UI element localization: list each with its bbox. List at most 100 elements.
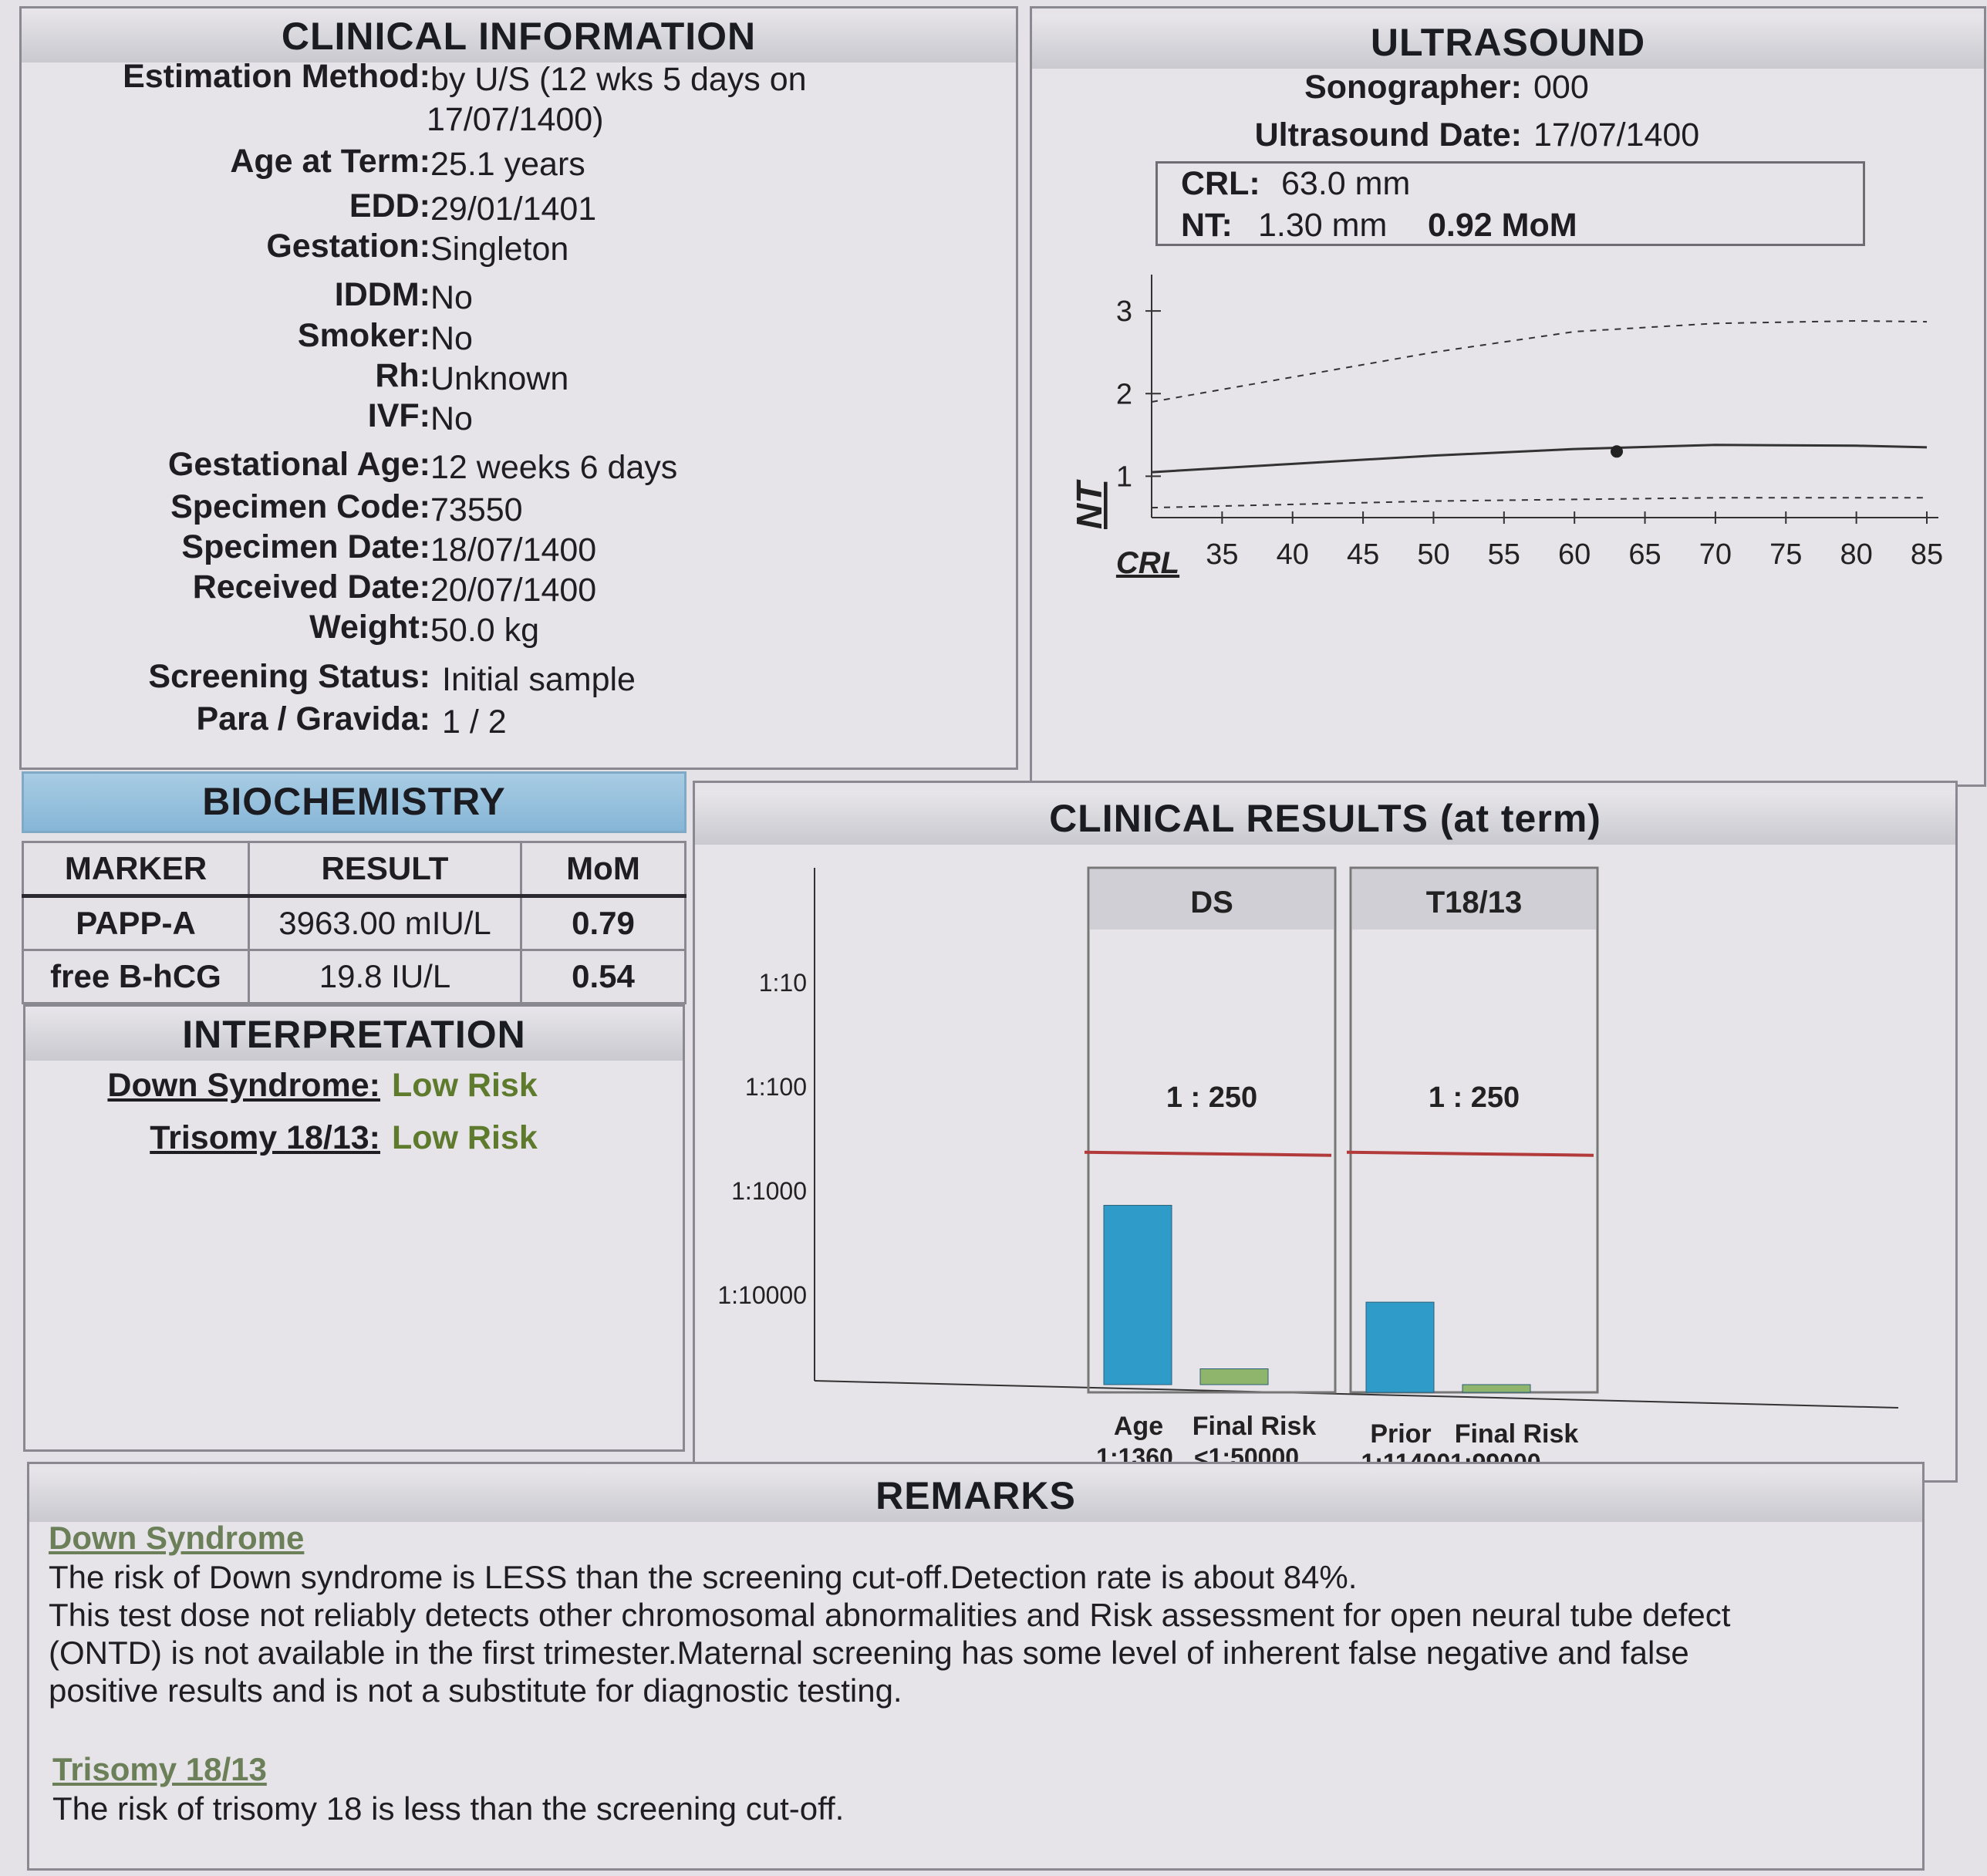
clinical-field-value-cont: 17/07/1400)	[427, 101, 604, 138]
sonographer-label: Sonographer:	[1304, 69, 1522, 106]
x-tick-label: 35	[1206, 538, 1238, 571]
header-mom: MoM	[520, 841, 687, 897]
result-free-bhcg: 19.8 IU/L	[248, 949, 522, 1004]
risk-bar-label: Age	[1114, 1412, 1163, 1441]
clinical-field-value: by U/S (12 wks 5 days on	[430, 61, 807, 98]
remarks-trisomy-line-1: The risk of trisomy 18 is less than the …	[52, 1790, 845, 1827]
nt-measured-point	[1611, 445, 1623, 458]
clinical-results-title: CLINICAL RESULTS (at term)	[695, 791, 1955, 845]
interp-ds-value: Low Risk	[392, 1067, 538, 1104]
risk-chart: 1:10 1:100 1:1000 1:10000 DS 1 : 250 Age Final …	[717, 866, 1899, 1476]
risk-bar-label: Final Risk	[1193, 1412, 1317, 1441]
x-tick-label: 70	[1699, 538, 1732, 571]
interp-ds-label: Down Syndrome:	[107, 1067, 380, 1104]
clinical-field-label: EDD:	[349, 187, 430, 224]
result-papp-a: 3963.00 mIU/L	[248, 895, 522, 951]
x-tick-label: 50	[1417, 538, 1449, 571]
clinical-field-value: 18/07/1400	[430, 531, 597, 569]
marker-papp-a: PAPP-A	[22, 895, 250, 951]
x-tick-label: 40	[1277, 538, 1309, 571]
risk-bar-label: Prior	[1370, 1419, 1431, 1449]
risk-bar	[1199, 1368, 1269, 1385]
ultrasound-date-label: Ultrasound Date:	[1254, 116, 1522, 154]
clinical-field-label: Screening Status:	[148, 658, 430, 695]
nt-mom-value: 0.92 MoM	[1428, 207, 1577, 244]
marker-free-bhcg: free B-hCG	[22, 949, 250, 1004]
risk-bar	[1103, 1205, 1172, 1385]
clinical-field-value: 20/07/1400	[430, 572, 597, 609]
clinical-field-value: 73550	[430, 491, 523, 528]
nt-series-line	[1151, 497, 1927, 509]
risk-y-tick-label: 1:10	[759, 969, 807, 997]
crl-axis-label: CRL	[1116, 546, 1179, 580]
clinical-field-label: Gestation:	[266, 228, 430, 265]
biochemistry-title: BIOCHEMISTRY	[22, 771, 687, 833]
clinical-field-label: Specimen Date:	[181, 528, 430, 565]
clinical-field-value: 25.1 years	[430, 146, 585, 183]
clinical-field-value: 29/01/1401	[430, 191, 597, 228]
mom-papp-a: 0.79	[520, 895, 687, 951]
clinical-field-value: Singleton	[430, 231, 569, 268]
interpretation-panel: INTERPRETATION Down Syndrome: Low Risk T…	[23, 1004, 685, 1452]
y-tick-label: 3	[1116, 295, 1132, 328]
clinical-field-value: No	[430, 400, 473, 437]
x-tick-label: 85	[1911, 538, 1943, 571]
table-row: PAPP-A 3963.00 mIU/L 0.79	[22, 895, 687, 951]
header-marker: MARKER	[22, 841, 250, 897]
header-result: RESULT	[248, 841, 522, 897]
measurement-box: CRL: 63.0 mm NT: 1.30 mm 0.92 MoM	[1155, 161, 1865, 246]
interpretation-title: INTERPRETATION	[25, 1007, 683, 1061]
biochemistry-table: MARKER RESULT MoM PAPP-A 3963.00 mIU/L 0…	[22, 841, 687, 1004]
biochemistry-panel: BIOCHEMISTRY MARKER RESULT MoM PAPP-A 39…	[22, 771, 687, 1004]
risk-y-tick-label: 1:100	[745, 1073, 807, 1101]
risk-bar	[1462, 1384, 1531, 1393]
risk-bar-label: Final Risk	[1455, 1419, 1579, 1449]
nt-axis-label: NT	[1069, 479, 1109, 529]
clinical-field-value: 50.0 kg	[430, 612, 540, 649]
clinical-field-value: Unknown	[430, 360, 569, 397]
crl-value: 63.0 mm	[1281, 165, 1411, 202]
y-tick-label: 2	[1116, 378, 1132, 410]
clinical-field-label: Gestational Age:	[167, 446, 430, 483]
x-tick-label: 65	[1628, 538, 1661, 571]
risk-y-tick-label: 1:1000	[731, 1177, 807, 1205]
remarks-ds-line-4: positive results and is not a substitute…	[49, 1672, 902, 1709]
remarks-ds-line-3: (ONTD) is not available in the first tri…	[49, 1635, 1689, 1671]
remarks-trisomy-heading: Trisomy 18/13	[52, 1751, 267, 1787]
crl-label: CRL:	[1181, 165, 1260, 202]
clinical-field-value: Initial sample	[442, 661, 636, 698]
remarks-ds-line-2: This test dose not reliably detects othe…	[49, 1597, 1731, 1633]
table-row: free B-hCG 19.8 IU/L 0.54	[22, 949, 687, 1004]
nt-series-line	[1151, 444, 1928, 474]
clinical-field-label: Para / Gravida:	[196, 700, 430, 737]
mom-free-bhcg: 0.54	[520, 949, 687, 1004]
x-tick-label: 60	[1558, 538, 1591, 571]
clinical-info-title: CLINICAL INFORMATION	[22, 8, 1016, 62]
risk-cutoff-label: 1 : 250	[1166, 1081, 1257, 1114]
clinical-field-value: No	[430, 279, 473, 316]
clinical-field-label: IDDM:	[334, 276, 430, 313]
clinical-field-label: Age at Term:	[230, 143, 430, 180]
risk-y-tick-label: 1:10000	[717, 1281, 807, 1309]
risk-bar	[1365, 1301, 1435, 1393]
remarks-ds-line-1: The risk of Down syndrome is LESS than t…	[49, 1559, 1358, 1595]
clinical-field-value: No	[430, 320, 473, 357]
biochemistry-header-row: MARKER RESULT MoM	[22, 841, 687, 897]
remarks-title: REMARKS	[29, 1468, 1922, 1522]
risk-cutoff-label: 1 : 250	[1429, 1081, 1520, 1114]
nt-label: NT:	[1181, 207, 1233, 244]
clinical-field-label: Specimen Code:	[170, 488, 430, 525]
clinical-field-label: Weight:	[309, 609, 430, 646]
x-tick-label: 45	[1347, 538, 1379, 571]
x-tick-label: 80	[1840, 538, 1872, 571]
clinical-field-label: Received Date:	[192, 569, 430, 606]
ultrasound-title: ULTRASOUND	[1032, 15, 1984, 69]
ultrasound-date-value: 17/07/1400	[1533, 116, 1700, 154]
nt-value: 1.30 mm	[1258, 207, 1388, 244]
nt-series-line	[1151, 319, 1928, 403]
clinical-info-panel: CLINICAL INFORMATION Estimation Method: b…	[19, 6, 1018, 770]
risk-x-axis	[814, 1380, 1899, 1409]
ultrasound-panel: ULTRASOUND Sonographer: 000 Ultrasound D…	[1030, 6, 1986, 787]
x-tick-label: 55	[1488, 538, 1520, 571]
